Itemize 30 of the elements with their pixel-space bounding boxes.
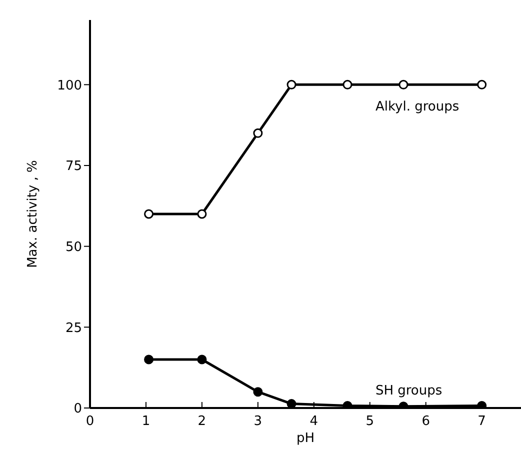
y-tick-label: 0 (74, 402, 82, 417)
point (197, 209, 207, 219)
point (342, 80, 352, 90)
x-tick-label: 0 (86, 414, 94, 430)
x-axis-title: pH (296, 431, 315, 446)
y-tick-label: 25 (65, 320, 82, 336)
x-tick-label: 6 (422, 414, 430, 430)
point (286, 80, 296, 90)
y-tick-label: 100 (57, 78, 82, 94)
point (253, 387, 263, 397)
point (286, 399, 296, 408)
x-tick-label: 5 (366, 414, 374, 430)
point (144, 209, 154, 219)
point (342, 400, 352, 408)
point (197, 354, 207, 364)
x-tick-label: 7 (478, 414, 486, 430)
point (477, 400, 487, 408)
x-tick-label: 2 (198, 414, 206, 430)
series-label: Alkyl. groups (375, 100, 460, 115)
point (398, 80, 408, 90)
point (253, 128, 263, 138)
x-tick-label: 1 (142, 414, 150, 430)
series-label: SH groups (375, 383, 442, 398)
y-tick-label: 50 (65, 240, 82, 255)
point (144, 354, 154, 364)
point (477, 80, 487, 90)
y-tick-label: 75 (65, 159, 82, 174)
x-tick-label: 3 (254, 414, 262, 430)
y-axis-title: Max. activity , % (26, 160, 41, 268)
x-tick-label: 4 (310, 414, 318, 430)
